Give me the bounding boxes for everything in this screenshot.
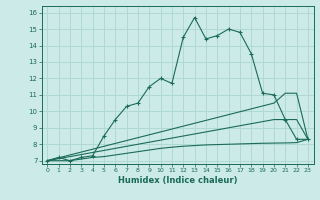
X-axis label: Humidex (Indice chaleur): Humidex (Indice chaleur) bbox=[118, 176, 237, 185]
